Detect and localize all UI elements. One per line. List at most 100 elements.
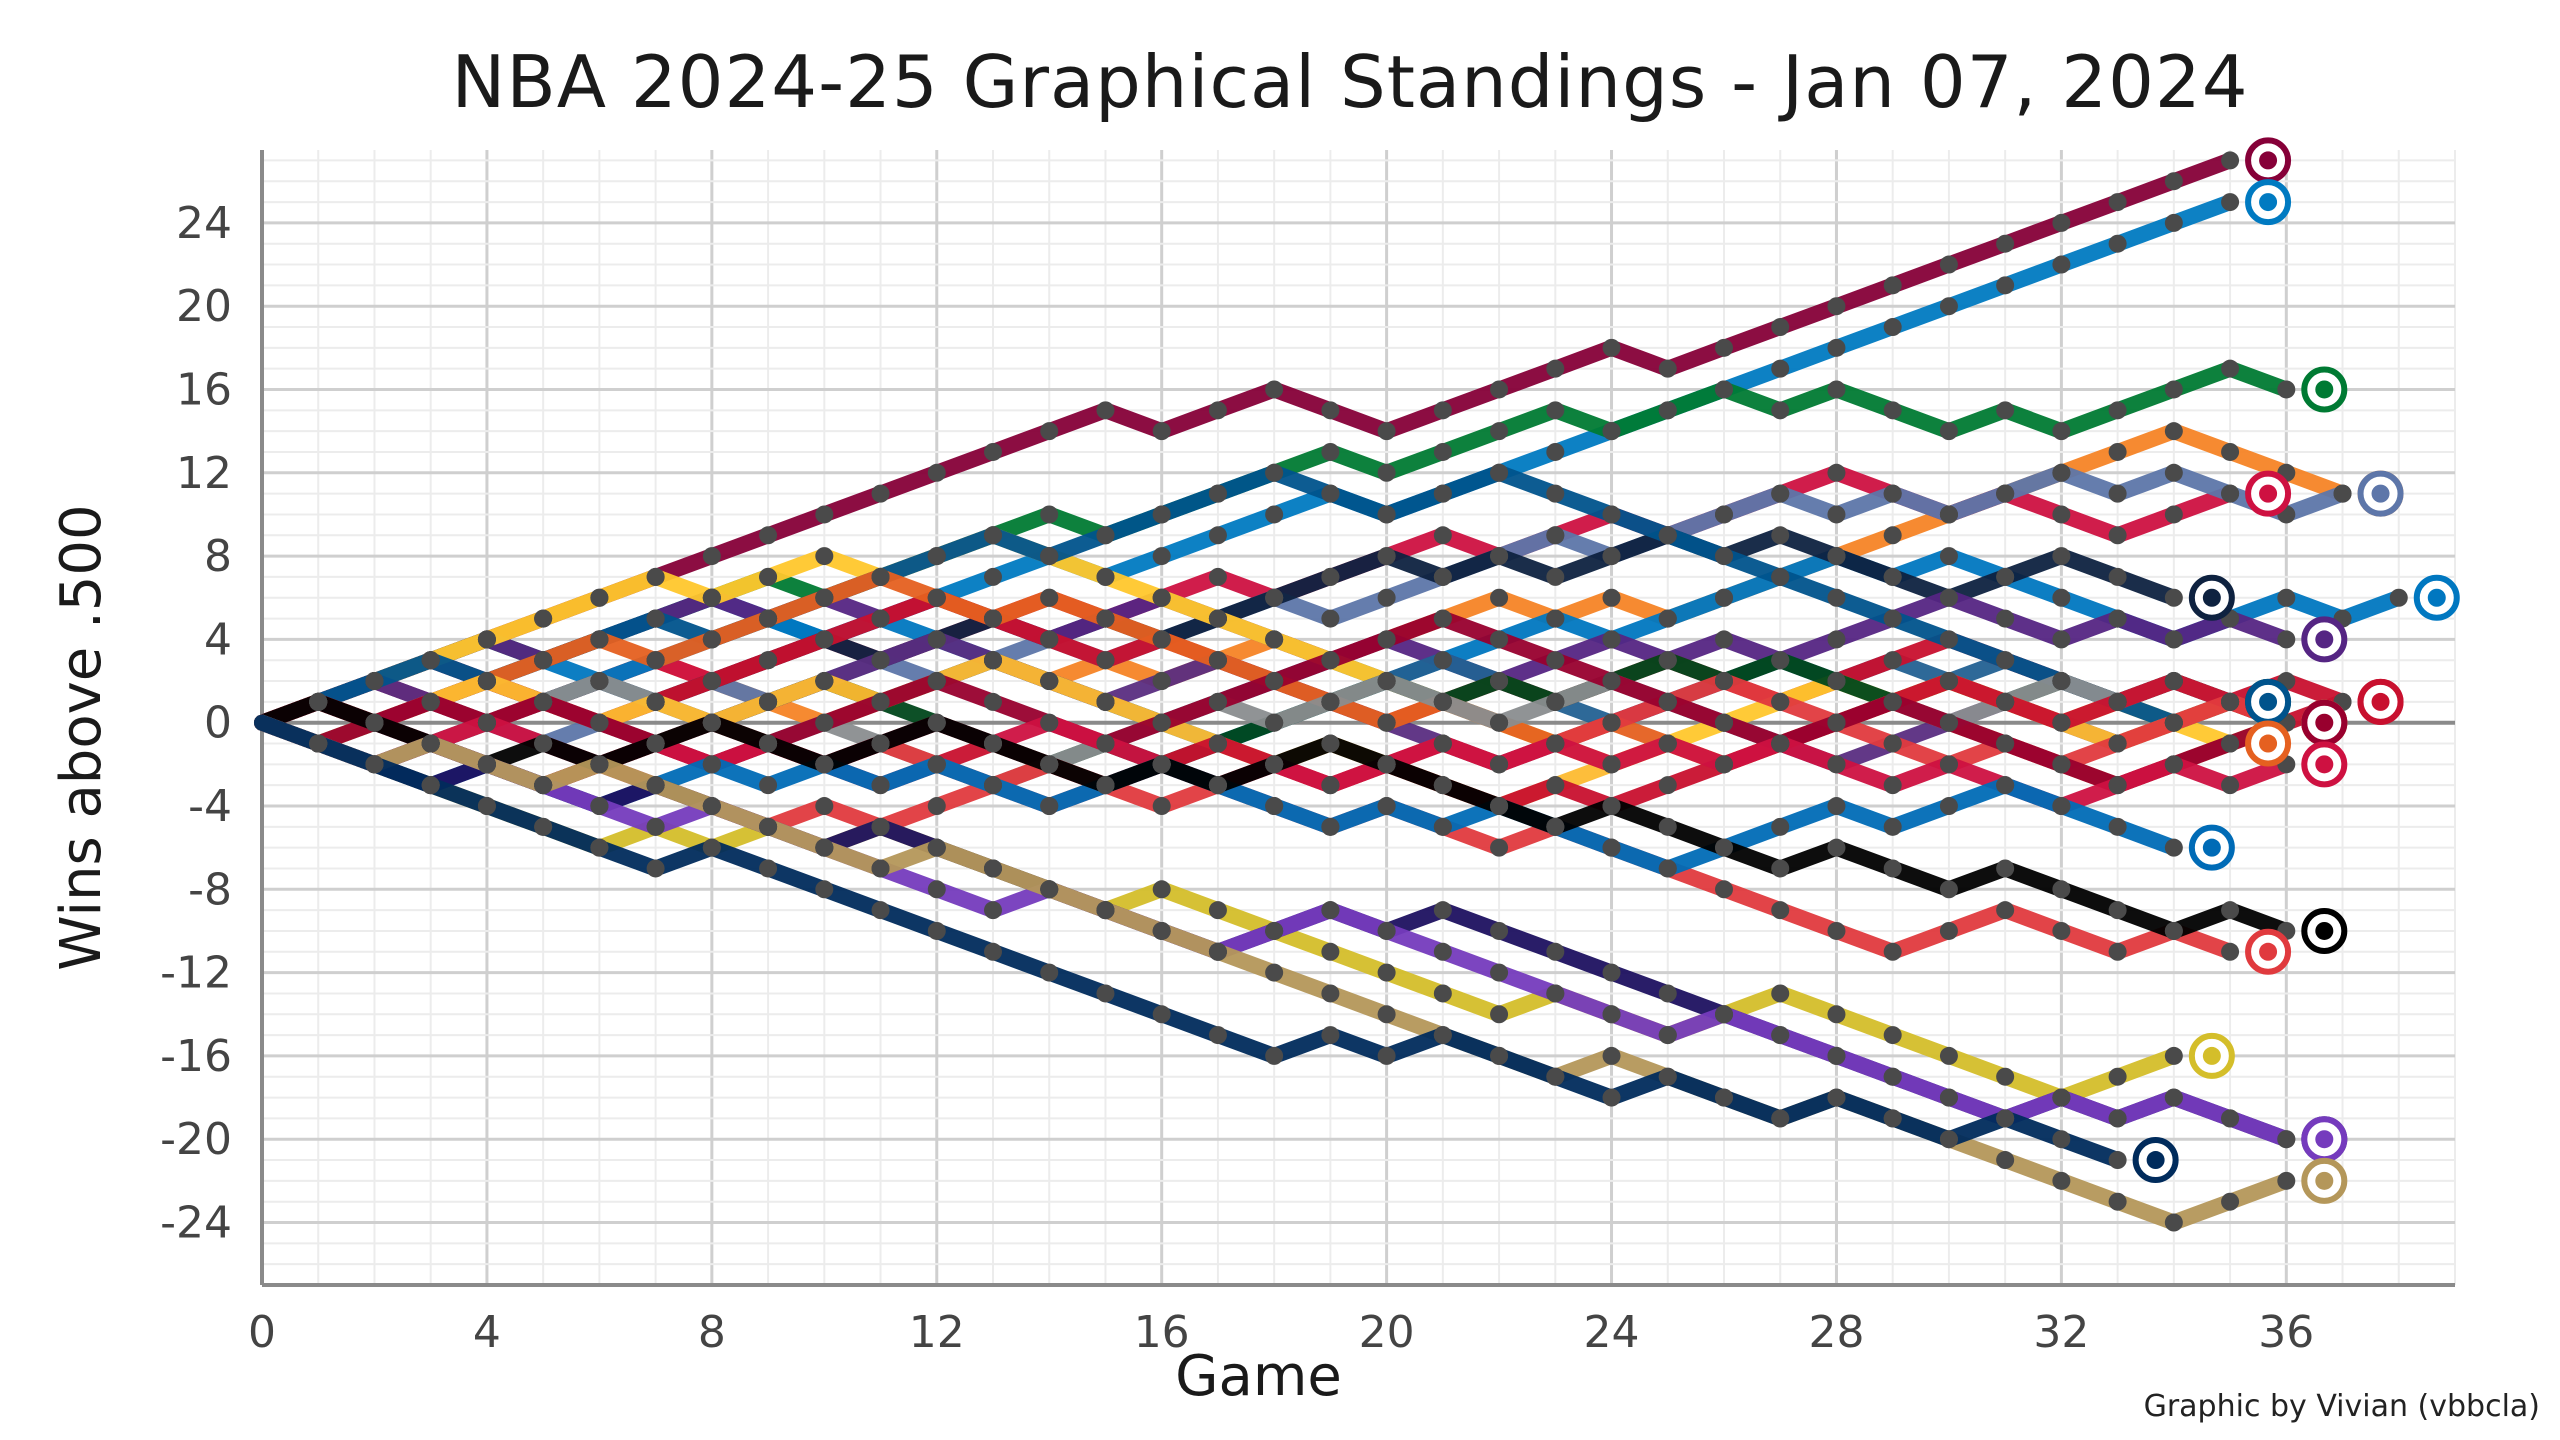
data-point-uta <box>1996 1067 2015 1086</box>
team-logo-icon-core-tor <box>2315 1130 2334 1149</box>
data-point-bkn <box>984 734 1002 753</box>
data-point-cle <box>1715 338 1733 357</box>
data-point-det <box>1939 672 1958 691</box>
data-point-cle <box>1377 422 1396 441</box>
data-point-det <box>2108 692 2127 711</box>
data-point-lac <box>702 672 721 691</box>
data-point-okc <box>2052 255 2071 274</box>
data-point-por <box>2052 921 2071 940</box>
data-point-por <box>2108 942 2127 961</box>
data-point-hou <box>2052 505 2071 524</box>
data-point-den <box>1771 526 1790 545</box>
data-point-den <box>1602 547 1621 566</box>
data-point-ind <box>1096 692 1115 711</box>
data-point-mia <box>815 713 834 732</box>
y-tick-label: -20 <box>160 1114 232 1165</box>
data-point-det <box>1658 776 1677 795</box>
data-point-hou <box>2108 526 2127 545</box>
data-point-orl <box>2052 588 2071 607</box>
data-point-atl <box>1602 713 1621 732</box>
data-point-phi <box>1321 817 1340 836</box>
data-point-chi <box>1096 734 1115 753</box>
data-point-okc <box>1208 526 1227 545</box>
data-point-dal <box>1490 463 1509 482</box>
data-point-okc <box>1152 547 1171 566</box>
data-point-den <box>2052 547 2071 566</box>
data-point-lal <box>1939 588 1958 607</box>
data-point-det <box>1996 692 2015 711</box>
data-point-bos <box>1490 422 1509 441</box>
data-point-mia <box>1602 672 1621 691</box>
data-point-mia <box>590 713 609 732</box>
data-point-okc <box>1996 276 2015 295</box>
data-point-chi <box>2221 776 2240 795</box>
data-point-mil <box>1771 651 1790 670</box>
data-point-por <box>1771 901 1790 920</box>
data-point-tor <box>1546 984 1565 1003</box>
data-point-uta <box>1377 963 1396 982</box>
data-point-det <box>1546 776 1565 795</box>
data-point-was <box>1265 1046 1284 1065</box>
data-point-nyk <box>1883 526 1902 545</box>
data-point-cle <box>2221 151 2240 170</box>
data-point-chi <box>1939 755 1958 774</box>
data-point-chi <box>2108 776 2127 795</box>
data-point-bos <box>1715 380 1733 399</box>
data-point-bkn <box>815 755 834 774</box>
data-point-okc <box>1939 297 1958 316</box>
data-point-dal <box>1321 484 1340 503</box>
data-point-was <box>1040 963 1059 982</box>
data-point-was <box>1996 1109 2015 1128</box>
data-point-was <box>365 755 384 774</box>
data-point-mem <box>1546 526 1565 545</box>
data-point-bos <box>2052 422 2071 441</box>
data-point-cle <box>2108 193 2127 212</box>
data-point-mem <box>1883 484 1902 503</box>
data-point-cle <box>1321 401 1340 420</box>
data-point-bkn <box>2164 921 2183 940</box>
data-point-orl <box>2389 588 2408 607</box>
data-point-mia <box>1433 609 1452 628</box>
data-point-lac <box>815 630 834 649</box>
data-point-dal <box>1883 609 1902 628</box>
data-point-bos <box>1602 422 1621 441</box>
data-point-nop <box>1096 901 1115 920</box>
data-point-okc <box>1265 505 1284 524</box>
data-point-orl <box>1546 609 1565 628</box>
data-point-cle <box>984 442 1002 461</box>
data-point-mem <box>1939 505 1958 524</box>
data-point-lal <box>2277 630 2296 649</box>
chart-title: NBA 2024-25 Graphical Standings - Jan 07… <box>451 40 2249 124</box>
data-point-uta <box>1771 984 1790 1003</box>
data-point-nop <box>1996 1151 2015 1170</box>
data-point-nyk <box>2164 422 2183 441</box>
data-point-sac <box>871 651 890 670</box>
data-point-cle <box>1040 422 1059 441</box>
x-axis-title: Game <box>1175 1344 1342 1409</box>
data-point-nop <box>759 817 778 836</box>
data-point-phi <box>1996 776 2015 795</box>
data-point-was <box>1658 1067 1677 1086</box>
x-tick-label: 12 <box>909 1307 965 1358</box>
data-point-chi <box>1490 755 1509 774</box>
data-point-bos <box>1658 401 1677 420</box>
data-point-mia <box>1265 672 1284 691</box>
data-point-mia <box>1658 692 1677 711</box>
data-point-den <box>1433 567 1452 586</box>
y-tick-label: 20 <box>176 281 232 332</box>
data-point-lal <box>1602 630 1621 649</box>
data-point-atl <box>1771 692 1790 711</box>
data-point-bkn <box>1265 755 1284 774</box>
data-point-nop <box>1208 942 1227 961</box>
data-point-ind <box>815 672 834 691</box>
x-tick-label: 36 <box>2258 1307 2314 1358</box>
data-point-sas <box>1433 692 1452 711</box>
data-point-nop <box>1152 921 1171 940</box>
data-point-uta <box>1939 1046 1958 1065</box>
data-point-chi <box>1715 755 1733 774</box>
team-logo-icon-core-okc <box>2259 193 2278 212</box>
data-point-tor <box>1939 1088 1958 1107</box>
data-point-was <box>477 797 496 816</box>
data-point-nop <box>927 838 946 857</box>
